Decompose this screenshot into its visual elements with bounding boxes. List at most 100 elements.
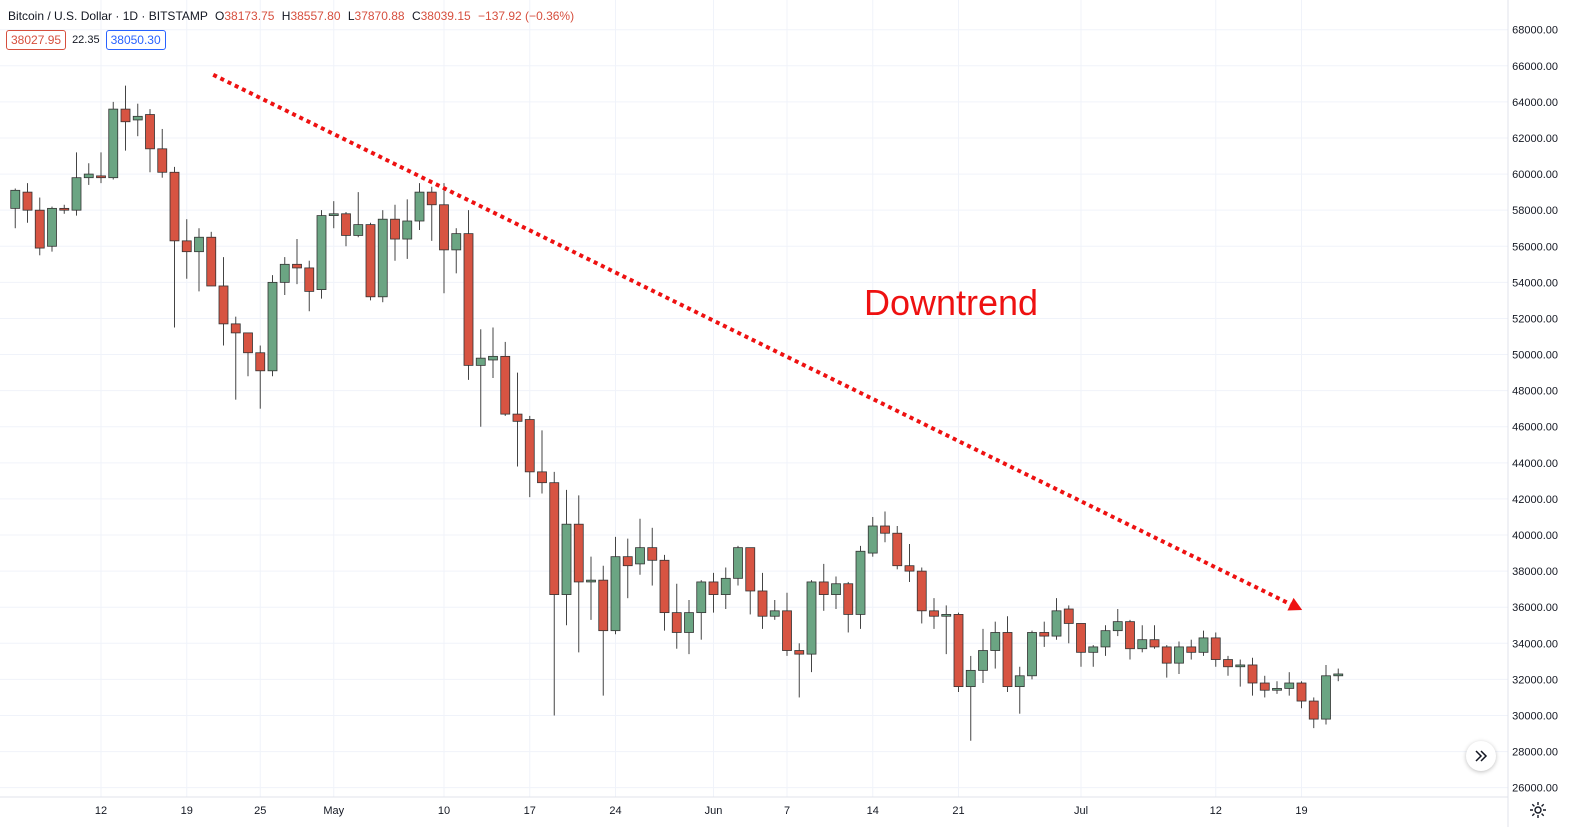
candle-body xyxy=(757,590,768,617)
interval: 1D xyxy=(122,9,139,23)
candle xyxy=(426,186,437,241)
candle xyxy=(549,471,560,716)
candle xyxy=(255,345,266,409)
x-tick-label: 19 xyxy=(1295,805,1307,817)
candle xyxy=(83,163,94,185)
candle-body xyxy=(1235,664,1246,668)
chart-settings-button[interactable] xyxy=(1528,800,1548,820)
candle-body xyxy=(145,114,155,150)
candle xyxy=(818,563,829,611)
open-value: 38173.75 xyxy=(224,9,275,23)
candle-body xyxy=(1039,632,1050,637)
candle-body xyxy=(818,581,829,595)
candle-body xyxy=(806,581,817,655)
candle-body xyxy=(402,220,413,240)
candle xyxy=(414,183,425,231)
y-tick-label: 56000.00 xyxy=(1512,241,1558,253)
candle-body xyxy=(671,612,682,633)
candle-body xyxy=(1333,673,1344,677)
candle-body xyxy=(1125,621,1135,650)
symbol-legend: Bitcoin / U.S. Dollar · 1D · BITSTAMP O3… xyxy=(8,9,575,23)
candle xyxy=(206,231,217,287)
x-tick-label: 19 xyxy=(181,805,193,817)
candle-body xyxy=(990,632,1001,651)
high-value: 38557.80 xyxy=(290,9,341,23)
candle xyxy=(1333,668,1344,682)
scroll-to-realtime-button[interactable] xyxy=(1466,741,1496,771)
candle xyxy=(965,655,976,741)
high-label: H xyxy=(281,9,291,23)
x-tick-label: 21 xyxy=(952,805,964,817)
candle-body xyxy=(965,669,976,688)
x-tick-label: Jun xyxy=(705,805,723,817)
candle xyxy=(990,621,1001,669)
candle-body xyxy=(929,610,939,617)
candle xyxy=(867,516,878,557)
candle-body xyxy=(733,547,743,579)
candle-body xyxy=(782,610,792,651)
candle xyxy=(1161,645,1172,678)
candle xyxy=(145,109,155,173)
candle-body xyxy=(500,355,511,415)
open-label: O xyxy=(215,9,225,23)
candle-body xyxy=(843,583,854,615)
candle-body xyxy=(769,610,780,617)
candle xyxy=(1088,645,1099,667)
candle-body xyxy=(916,570,927,612)
ask-price[interactable]: 38050.30 xyxy=(105,30,166,50)
candle xyxy=(1076,623,1086,667)
candle-body xyxy=(132,115,143,121)
spread-value: 22.35 xyxy=(72,34,100,46)
candle-body xyxy=(708,581,719,595)
candle-body xyxy=(537,471,547,484)
candle-body xyxy=(10,189,21,209)
x-tick-label: 25 xyxy=(254,805,266,817)
candle xyxy=(341,211,351,247)
low-label: L xyxy=(347,9,355,23)
price-axis[interactable]: 26000.00 28000.00 30000.00 32000.00 34000.00… xyxy=(1512,25,1558,795)
candle xyxy=(708,572,719,613)
x-tick-label: 12 xyxy=(1210,805,1222,817)
x-tick-label: 24 xyxy=(609,805,621,817)
candle-body xyxy=(586,579,596,583)
y-tick-label: 40000.00 xyxy=(1512,530,1558,542)
trendline xyxy=(212,73,1303,611)
candle xyxy=(390,204,400,261)
bid-price[interactable]: 38027.95 xyxy=(6,30,67,50)
candle xyxy=(1296,681,1307,709)
candle xyxy=(1063,605,1074,644)
candle xyxy=(1247,657,1258,696)
bid-ask-panel: 38027.95 22.35 38050.30 xyxy=(6,30,166,50)
candle xyxy=(218,257,229,346)
candle-body xyxy=(561,523,572,595)
candle xyxy=(10,188,21,229)
candle-body xyxy=(1027,632,1037,677)
candle-body xyxy=(904,565,915,572)
candle-body xyxy=(1284,682,1295,689)
y-tick-label: 34000.00 xyxy=(1512,638,1558,650)
candle xyxy=(1321,664,1331,725)
y-tick-label: 26000.00 xyxy=(1512,783,1558,795)
x-tick-label: 10 xyxy=(438,805,450,817)
candle xyxy=(169,166,180,328)
candle-body xyxy=(1149,639,1160,648)
candle xyxy=(561,489,572,626)
candle xyxy=(1284,672,1295,696)
candle xyxy=(243,332,253,377)
candle xyxy=(353,192,364,238)
candle xyxy=(892,525,903,570)
candle-body xyxy=(696,581,707,614)
candle-body xyxy=(22,191,33,211)
candle xyxy=(757,572,768,629)
candle-body xyxy=(59,207,70,211)
candle xyxy=(500,341,511,416)
candle xyxy=(96,152,106,184)
candle-body xyxy=(1100,630,1111,648)
candle-body xyxy=(720,577,731,595)
candle xyxy=(1174,641,1184,674)
candle-body xyxy=(524,419,535,473)
candle-body xyxy=(47,207,57,247)
time-axis[interactable]: 12 19 25 May 10 17 24 Jun 7 14 21 Jul 12 19 xyxy=(95,805,1308,817)
candle-body xyxy=(1186,646,1197,653)
